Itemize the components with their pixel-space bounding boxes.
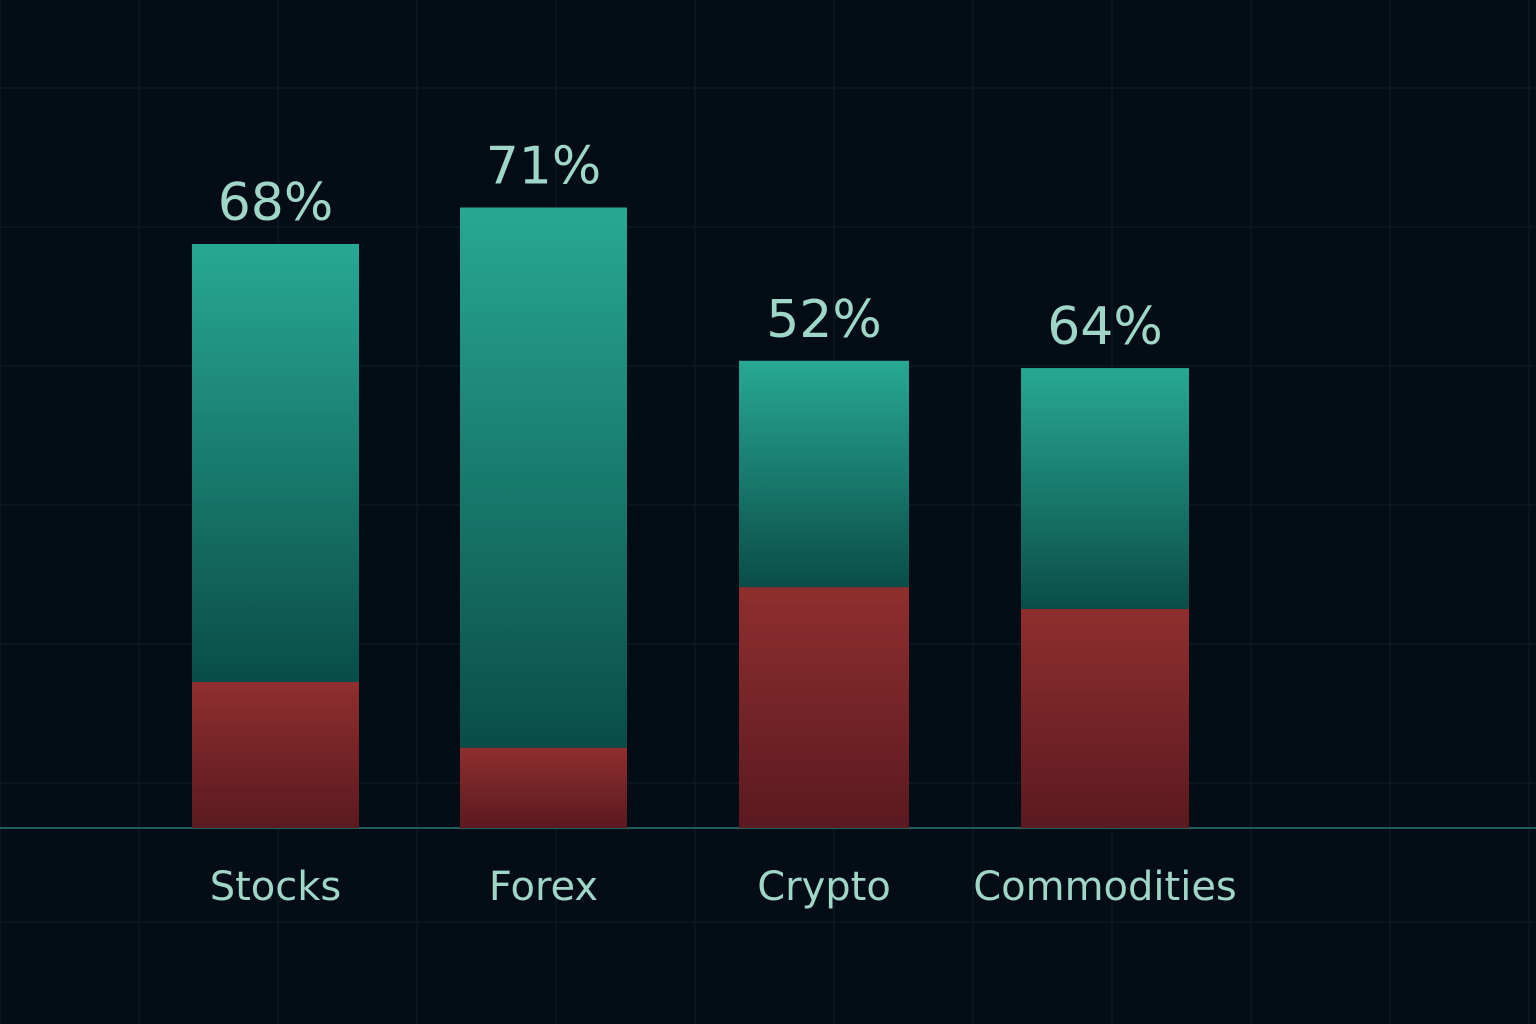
- bar-segment-win: [460, 207, 627, 748]
- data-label: 52%: [766, 290, 882, 350]
- category-labels: Stocks Forex Crypto Commodities: [210, 864, 1237, 910]
- data-label: 71%: [486, 137, 602, 197]
- category-label: Stocks: [210, 864, 342, 910]
- category-label: Commodities: [973, 864, 1237, 910]
- data-label: 64%: [1047, 297, 1163, 357]
- bar-segment-loss: [739, 587, 909, 828]
- bar-segment-win: [192, 244, 359, 682]
- bar-segment-loss: [192, 682, 359, 828]
- category-label: Forex: [489, 864, 598, 910]
- bars: [192, 207, 1189, 828]
- category-label: Crypto: [757, 864, 891, 910]
- bar-segment-win: [739, 360, 909, 588]
- bar-segment-loss: [1021, 609, 1189, 828]
- data-labels: 68% 71% 52% 64%: [218, 137, 1163, 358]
- bar-segment-loss: [460, 747, 627, 828]
- data-label: 68%: [218, 173, 334, 233]
- bar-segment-win: [1021, 368, 1189, 609]
